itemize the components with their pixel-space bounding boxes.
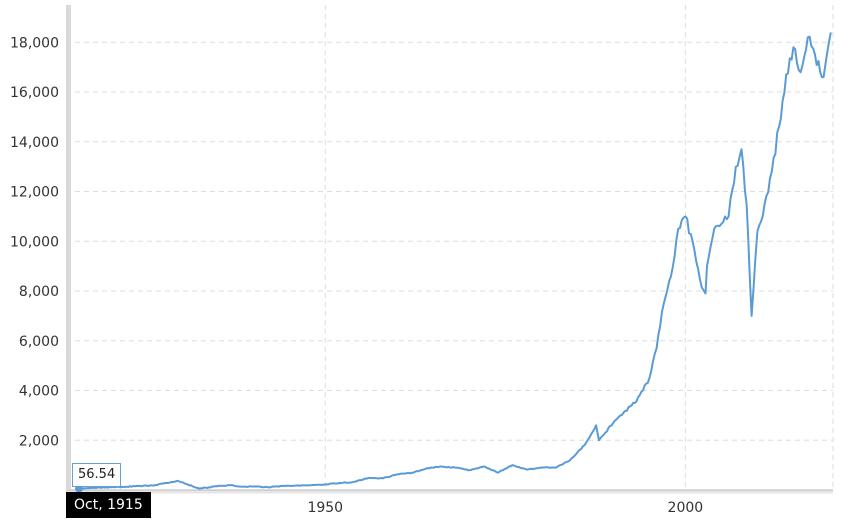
y-tick-labels: 2,000 4,000 6,000 8,000 10,000 12,000 14,000 16… — [10, 35, 59, 449]
y-tick-label: 16,000 — [10, 85, 59, 101]
y-tick-label: 8,000 — [19, 284, 59, 300]
y-axis-bar — [66, 5, 71, 490]
tooltip-value: 56.54 — [72, 463, 122, 487]
y-tick-label: 12,000 — [10, 185, 59, 201]
y-tick-label: 18,000 — [10, 35, 59, 51]
data-series-line[interactable] — [78, 32, 832, 490]
tooltip-date: Oct, 1915 — [66, 492, 151, 518]
y-tick-label: 10,000 — [10, 234, 59, 250]
grid-lines — [66, 5, 834, 490]
y-tick-label: 14,000 — [10, 135, 59, 151]
x-tick-label: 2000 — [668, 500, 704, 516]
y-tick-label: 6,000 — [19, 334, 59, 350]
y-tick-label: 4,000 — [19, 384, 59, 400]
y-tick-label: 2,000 — [19, 433, 59, 449]
x-tick-label: 1950 — [307, 500, 343, 516]
x-tick-labels: 1950 2000 — [307, 500, 703, 516]
